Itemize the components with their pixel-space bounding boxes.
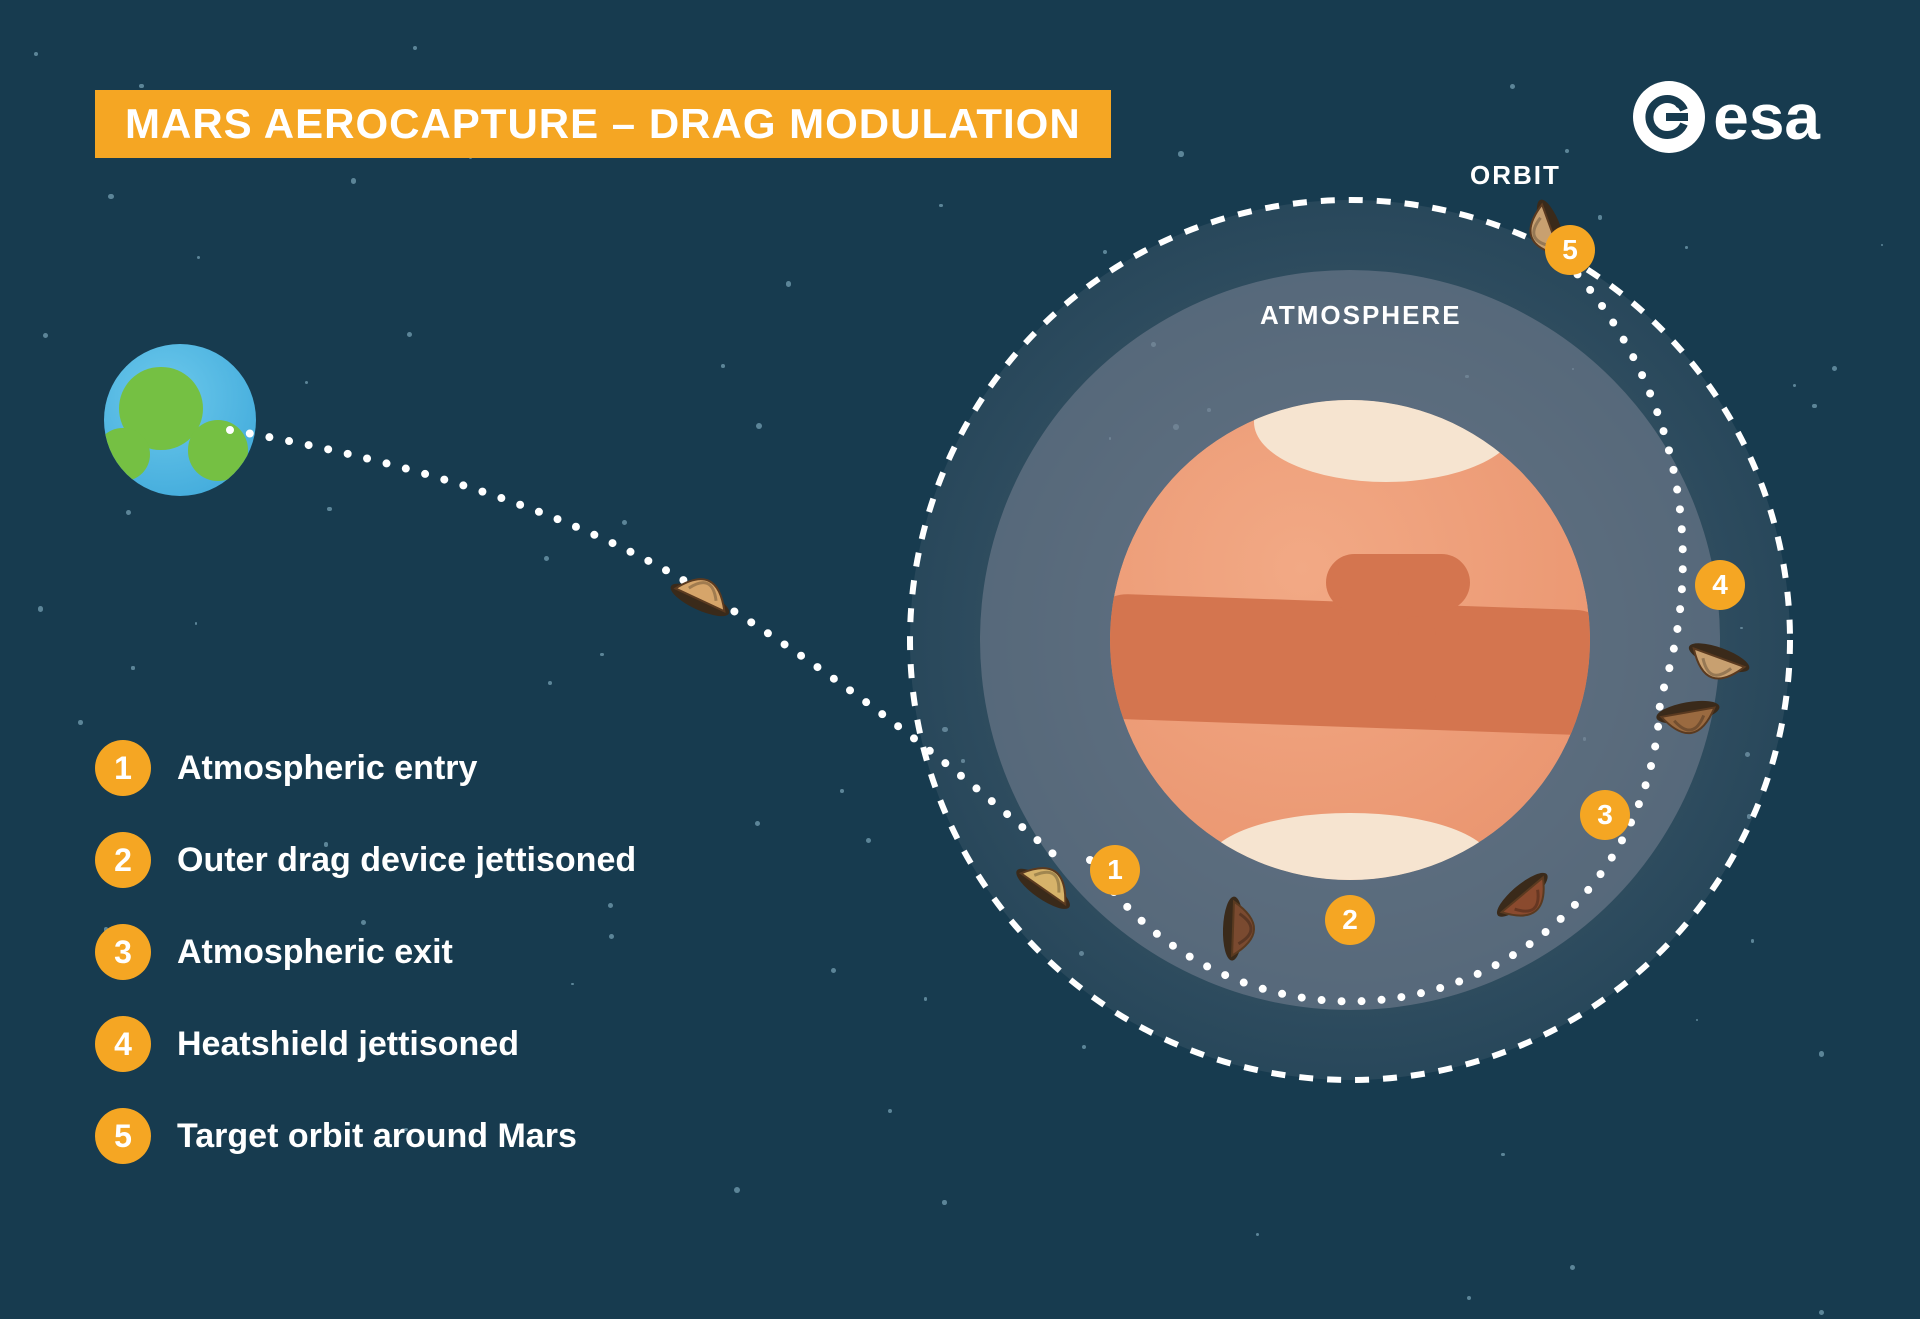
legend-badge: 1 bbox=[95, 740, 151, 796]
legend-row: 1 Atmospheric entry bbox=[95, 740, 636, 796]
capsule-icon bbox=[1220, 893, 1270, 965]
legend-badge: 3 bbox=[95, 924, 151, 980]
stage-marker-3: 3 bbox=[1580, 790, 1630, 840]
legend-text: Outer drag device jettisoned bbox=[177, 841, 636, 880]
stage-marker-2: 2 bbox=[1325, 895, 1375, 945]
legend-text: Atmospheric exit bbox=[177, 933, 453, 972]
stage-marker-1: 1 bbox=[1090, 845, 1140, 895]
legend-badge: 2 bbox=[95, 832, 151, 888]
legend-row: 4 Heatshield jettisoned bbox=[95, 1016, 636, 1072]
stage-marker-4: 4 bbox=[1695, 560, 1745, 610]
orbit-label: ORBIT bbox=[1470, 160, 1561, 191]
stage-marker-5: 5 bbox=[1545, 225, 1595, 275]
legend: 1 Atmospheric entry 2 Outer drag device jet… bbox=[95, 740, 636, 1164]
atmosphere-label: ATMOSPHERE bbox=[1260, 300, 1462, 331]
legend-row: 5 Target orbit around Mars bbox=[95, 1108, 636, 1164]
legend-text: Heatshield jettisoned bbox=[177, 1025, 519, 1064]
legend-text: Atmospheric entry bbox=[177, 749, 477, 788]
legend-badge: 4 bbox=[95, 1016, 151, 1072]
legend-row: 3 Atmospheric exit bbox=[95, 924, 636, 980]
legend-text: Target orbit around Mars bbox=[177, 1117, 577, 1156]
legend-row: 2 Outer drag device jettisoned bbox=[95, 832, 636, 888]
legend-badge: 5 bbox=[95, 1108, 151, 1164]
